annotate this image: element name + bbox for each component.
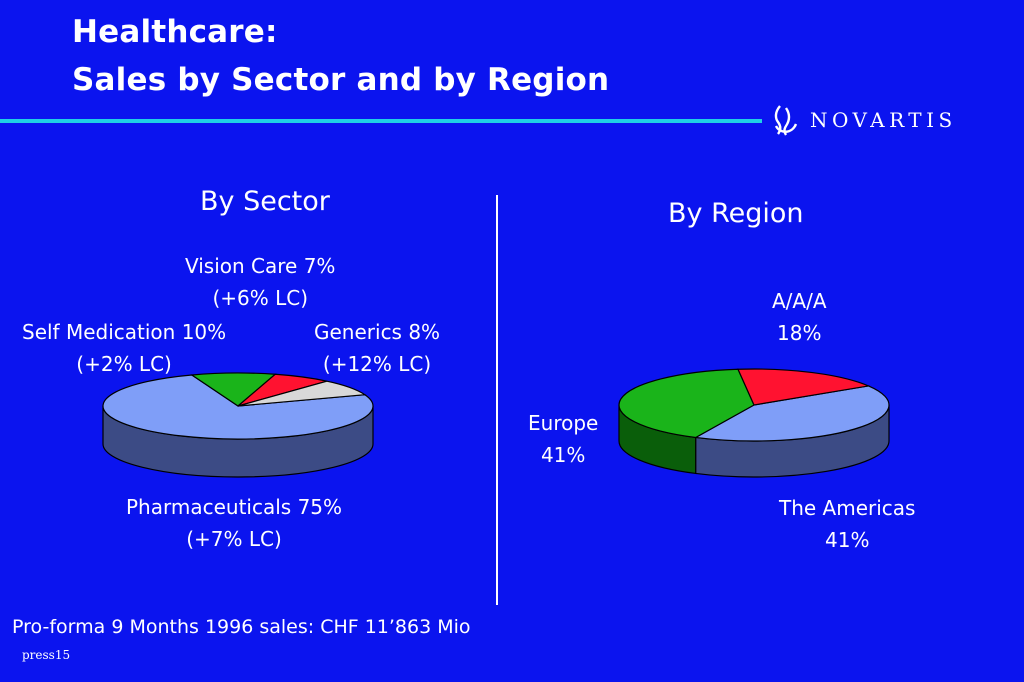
label-europe: Europe 41%	[528, 407, 598, 471]
novartis-logo: NOVARTIS	[772, 100, 957, 140]
europe-label-text: Europe	[528, 411, 599, 435]
pie-slice-a-a-a	[737, 368, 871, 406]
slide-code: press15	[22, 648, 71, 662]
label-pharmaceuticals: Pharmaceuticals 75% (+7% LC)	[126, 491, 342, 555]
pharmaceuticals-label-text: Pharmaceuticals 75%	[126, 495, 343, 519]
vision-care-growth: (+6% LC)	[212, 286, 308, 310]
region-chart-title: By Region	[668, 198, 804, 229]
pie-slice-the-americas	[693, 385, 890, 442]
title-underline	[0, 119, 762, 123]
pie-slice-self-medication	[190, 372, 277, 407]
label-vision-care: Vision Care 7% (+6% LC)	[185, 250, 335, 314]
self-medication-label-text: Self Medication 10%	[22, 320, 227, 344]
europe-value: 41%	[540, 443, 586, 467]
label-generics: Generics 8% (+12% LC)	[314, 316, 440, 380]
slide-title-line2: Sales by Sector and by Region	[72, 62, 610, 98]
aaa-value: 18%	[777, 321, 822, 345]
logo-wordmark: NOVARTIS	[810, 108, 957, 132]
pie-slice-europe	[618, 368, 755, 439]
sales-footnote: Pro-forma 9 Months 1996 sales: CHF 11’86…	[12, 616, 471, 638]
label-aaa: A/A/A 18%	[772, 285, 827, 349]
slide-title-line1: Healthcare:	[72, 14, 278, 50]
pharmaceuticals-growth: (+7% LC)	[186, 527, 282, 551]
aaa-label-text: A/A/A	[772, 289, 827, 313]
generics-growth: (+12% LC)	[322, 352, 432, 376]
vision-care-label-text: Vision Care 7%	[185, 254, 336, 278]
label-self-medication: Self Medication 10% (+2% LC)	[22, 316, 226, 380]
novartis-flame-icon	[774, 105, 798, 136]
generics-label-text: Generics 8%	[314, 320, 441, 344]
self-medication-growth: (+2% LC)	[76, 352, 172, 376]
column-divider	[496, 195, 498, 605]
pie-slice-pharmaceuticals	[102, 374, 374, 440]
sector-chart-title: By Sector	[200, 186, 330, 217]
label-americas: The Americas 41%	[779, 492, 915, 556]
pie-slice-generics	[237, 380, 367, 407]
americas-label-text: The Americas	[779, 496, 916, 520]
americas-value: 41%	[825, 528, 870, 552]
